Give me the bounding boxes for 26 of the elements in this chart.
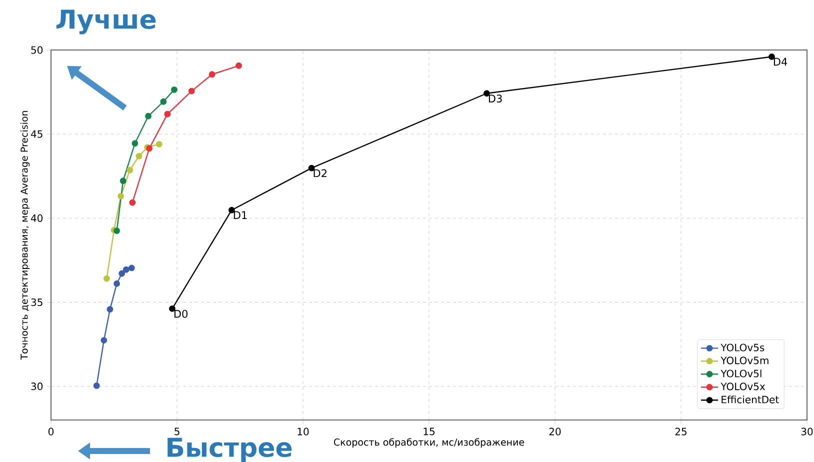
annotation: D4 xyxy=(774,58,788,66)
y-tick-label: 45 xyxy=(30,130,42,138)
annotation: D0 xyxy=(174,310,188,318)
annotation: D2 xyxy=(314,169,326,178)
x-tick-label: 20 xyxy=(549,428,561,436)
y-tick-label: 35 xyxy=(31,298,42,306)
y-tick-label: 40 xyxy=(30,214,43,222)
legend-label: YOLOv5x xyxy=(720,382,766,390)
legend-label: YOLOv5l xyxy=(720,370,762,378)
annotation: D1 xyxy=(234,211,247,219)
x-tick-label: 15 xyxy=(424,428,434,436)
legend-label: YOLOv5m xyxy=(720,356,768,364)
text: Быстрее xyxy=(168,438,292,462)
text: Лучше xyxy=(56,10,156,34)
y-tick-label: 30 xyxy=(31,382,43,390)
y-tick-label: 50 xyxy=(31,46,43,54)
x-axis-title: Скорость обработки, мс/изображение xyxy=(334,438,524,448)
annotation: D3 xyxy=(488,94,502,103)
x-tick-label: 5 xyxy=(174,428,180,436)
x-tick-label: 25 xyxy=(675,428,686,436)
legend-label: EfficientDet xyxy=(722,396,779,404)
x-tick-label: 30 xyxy=(801,428,813,436)
legend-label: YOLOv5s xyxy=(720,344,764,352)
y-axis-title: Точность детектирования, мера Average Precision xyxy=(20,110,30,360)
x-tick-label: 10 xyxy=(298,428,309,436)
x-tick-label: 0 xyxy=(48,428,54,436)
